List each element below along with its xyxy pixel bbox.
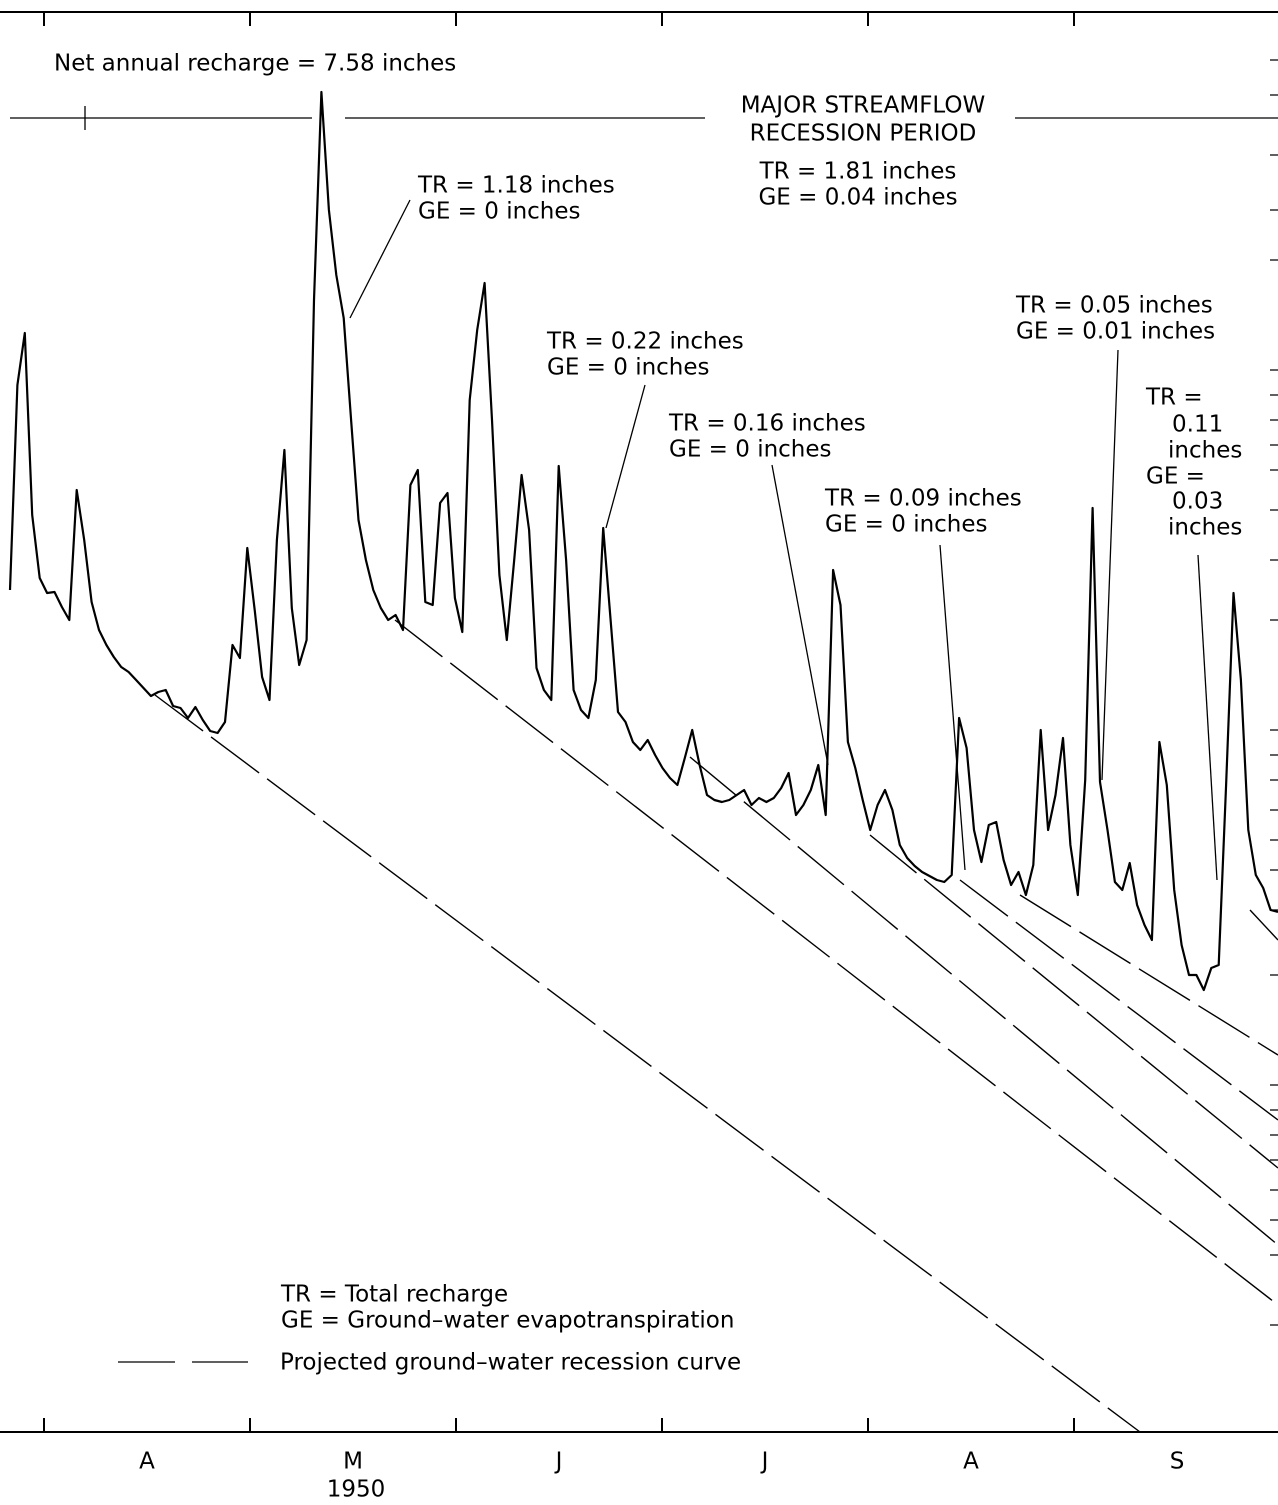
annotation: GE =	[1146, 464, 1205, 490]
annotation: GE = 0 inches	[825, 512, 988, 538]
annotation: GE = 0 inches	[418, 199, 581, 225]
annotation: TR = 1.18 inches	[417, 173, 615, 199]
right-ticks	[1270, 59, 1278, 1326]
recession-curves	[154, 619, 1278, 1433]
annotation: 0.03	[1172, 489, 1223, 515]
x-tick-label: M	[343, 1449, 363, 1475]
x-tick-label: A	[963, 1449, 979, 1475]
annotation: GE = 0.04 inches	[758, 185, 957, 211]
annotation: TR = 0.22 inches	[546, 329, 744, 355]
annotation: inches	[1168, 515, 1242, 541]
annotation: Net annual recharge = 7.58 inches	[54, 51, 456, 77]
annotation: TR = 0.05 inches	[1015, 293, 1213, 319]
annotation: inches	[1168, 438, 1242, 464]
streamflow-line	[8, 90, 1278, 992]
annotation: TR = 0.16 inches	[668, 411, 866, 437]
frame	[0, 11, 1278, 1433]
year-label: 1950	[327, 1477, 386, 1503]
x-tick-label: J	[760, 1449, 769, 1475]
annotation: GE = 0 inches	[547, 355, 710, 381]
x-tick-label: A	[139, 1449, 155, 1475]
annotation: TR =	[1145, 385, 1203, 411]
x-tick-label: S	[1170, 1449, 1185, 1475]
annotation: GE = 0 inches	[669, 437, 832, 463]
annotation: TR = 0.09 inches	[824, 486, 1022, 512]
annotation: MAJOR STREAMFLOW	[741, 93, 986, 119]
annotation: RECESSION PERIOD	[750, 121, 977, 147]
legend-text: GE = Ground–water evapotranspiration	[281, 1308, 734, 1334]
annotation: TR = 1.81 inches	[759, 159, 957, 185]
x-tick-label: J	[554, 1449, 563, 1475]
leader-lines	[118, 199, 1218, 1363]
annotation: 0.11	[1172, 412, 1223, 438]
annotation: GE = 0.01 inches	[1016, 319, 1215, 345]
legend-text: Projected ground–water recession curve	[280, 1350, 741, 1376]
legend-text: TR = Total recharge	[280, 1282, 508, 1308]
